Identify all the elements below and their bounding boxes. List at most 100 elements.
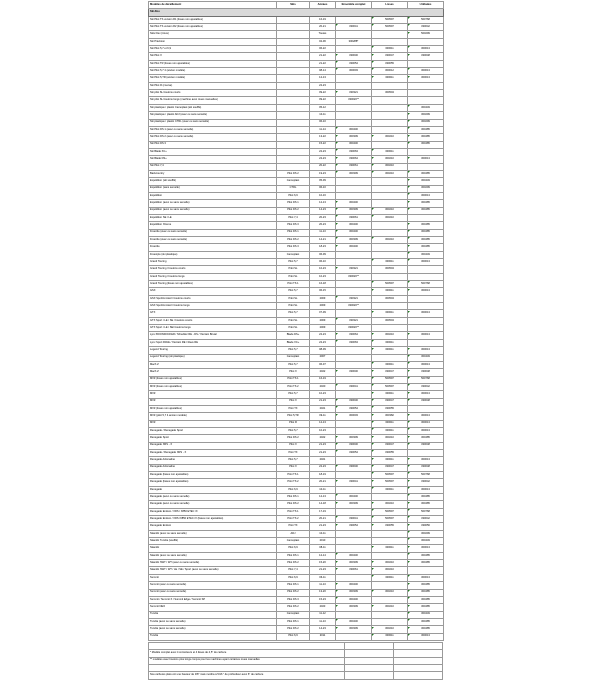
cell-ublades[interactable]: 330042 xyxy=(407,478,444,487)
cell-ublades[interactable]: 330048 xyxy=(407,463,444,473)
table-row[interactable]: Renegade (lisses non ajustables) Pilot TS… xyxy=(148,470,444,480)
cell-ensemble-complet[interactable]: 300446 xyxy=(335,595,372,605)
table-row[interactable]: Ski Pilot 5,7 et 6,9 06-22 300011 300013 xyxy=(148,45,444,54)
cell-ublades[interactable]: 300013 xyxy=(407,45,444,54)
cell-ublades[interactable]: 500768 xyxy=(407,280,444,289)
cell-skis[interactable]: Pilot 6,9 xyxy=(276,573,310,583)
cell-ublades[interactable]: 300449 xyxy=(407,177,444,186)
cell-lisses[interactable]: 300011 xyxy=(371,544,408,553)
cell-ensemble-complet[interactable]: 330321 xyxy=(335,294,372,304)
cell-model[interactable]: Ski Pilot X xyxy=(148,52,277,61)
cell-ensemble-complet[interactable] xyxy=(335,103,372,113)
cell-ublades[interactable] xyxy=(407,324,444,333)
cell-ublades[interactable]: 300013 xyxy=(407,485,444,495)
cell-ensemble-complet[interactable] xyxy=(335,309,372,318)
cell-ublades[interactable]: 300013 xyxy=(407,573,444,583)
table-row[interactable]: Backcountry Pilot DS 2 19-23 300309 300210 30… xyxy=(148,169,444,179)
cell-annees[interactable]: 2007 xyxy=(309,353,336,362)
cell-ensemble-complet[interactable]: 300446 xyxy=(335,228,372,238)
cell-lisses[interactable]: 300504 xyxy=(371,265,408,274)
cell-annees[interactable]: 13-20 xyxy=(309,588,336,597)
cell-ensemble-complet[interactable] xyxy=(335,280,372,289)
table-row[interactable]: Summit / Summit X / Summit Edge / Summit… xyxy=(148,595,444,605)
column-header-skis[interactable]: Skis xyxy=(276,0,310,10)
cell-lisses[interactable] xyxy=(371,493,408,502)
cell-ublades[interactable] xyxy=(407,404,444,414)
cell-ublades[interactable]: 300013 xyxy=(407,456,444,465)
cell-lisses[interactable]: 500597 xyxy=(371,23,408,32)
cell-model[interactable]: Ski Pilot DS 2 (avec ou sans semelle) xyxy=(148,133,277,142)
table-row[interactable]: Summit NEO Pilot DS 2 2023 300309 300210 3004… xyxy=(148,603,444,612)
cell-ensemble-complet[interactable]: 330064 xyxy=(335,155,372,164)
table-row[interactable]: Renegade (avec ou sans semelle) Pilot DS … xyxy=(148,493,444,502)
cell-model[interactable]: Freestyle (ski plastique) xyxy=(148,250,277,260)
cell-model[interactable]: GTX Sport / LE / SE/ boulons longs xyxy=(148,324,277,333)
cell-lisses[interactable] xyxy=(371,243,408,252)
cell-skis[interactable]: Pilot TS 2 xyxy=(276,382,310,392)
cell-model[interactable]: Mach Z xyxy=(148,368,277,377)
cell-ublades[interactable]: 330056 xyxy=(407,522,444,531)
cell-ublades[interactable]: 300485 xyxy=(407,500,444,509)
cell-ensemble-complet[interactable] xyxy=(335,15,372,25)
cell-ublades[interactable]: 300449 xyxy=(407,103,444,113)
cell-annees[interactable]: 02-06 xyxy=(309,37,336,47)
cell-ensemble-complet[interactable]: 330041 xyxy=(335,515,372,524)
table-row[interactable]: Renegade Adrenaline Pilot 5,7 2021 300011 30… xyxy=(148,456,444,465)
cell-model[interactable]: Renegade (lisses non ajustables) xyxy=(148,470,277,480)
cell-ublades[interactable]: 330048 xyxy=(407,441,444,450)
cell-ublades[interactable]: 300485 xyxy=(407,581,444,590)
cell-ensemble-complet[interactable]: 330063 xyxy=(335,147,372,157)
cell-model[interactable]: Expédition (sans semelle) xyxy=(148,184,277,193)
cell-annees[interactable]: 11-13 xyxy=(309,581,336,590)
table-row[interactable]: Ski Pilot DS 3 15-22 300446 300485 xyxy=(148,140,444,149)
cell-ensemble-complet[interactable] xyxy=(335,177,372,186)
cell-ublades[interactable]: 300299 xyxy=(407,184,444,193)
cell-skis[interactable]: Pilot DS 1 xyxy=(276,551,310,561)
cell-lisses[interactable]: 300210 xyxy=(371,588,408,597)
table-row[interactable]: Ski Pilot TS version R2 (lisses non ajus… xyxy=(148,23,444,32)
cell-model[interactable]: Grand Touring (lisses non ajustables) xyxy=(148,280,277,289)
cell-model[interactable]: Renegade Adrenaline xyxy=(148,463,277,473)
table-row[interactable]: Legend Touring (ski plastique) Camoplast 2… xyxy=(148,353,444,362)
table-row[interactable]: Renegade XRS - X Pilot X 21-23 330046 330047… xyxy=(148,441,444,450)
cell-ublades[interactable]: 300485 xyxy=(407,588,444,597)
cell-model[interactable]: Ski Pilot DS 1 (avec ou sans semelle) xyxy=(148,125,277,135)
cell-model[interactable]: Ski Pilot 5,7 et 6,9 xyxy=(148,45,277,54)
cell-model[interactable]: Expédition xyxy=(148,191,277,201)
cell-ublades[interactable]: 300299 xyxy=(407,529,444,539)
cell-model[interactable]: Skandic Tundra (soufflé) xyxy=(148,537,277,546)
table-row[interactable]: Ski pilot SL boulons courts 09-22 330321 30… xyxy=(148,89,444,98)
cell-ublades[interactable]: 300485 xyxy=(407,206,444,215)
cell-model[interactable]: Tundra xyxy=(148,632,277,641)
cell-ensemble-complet[interactable]: 300309 xyxy=(335,133,372,142)
cell-model[interactable]: Ski Pilot 5,7 4 (ancien modèle) xyxy=(148,67,277,76)
cell-model[interactable]: Ski Blade DS+ xyxy=(148,155,277,164)
table-row[interactable]: Renegade (lisses non ajustables) Pilot TS… xyxy=(148,478,444,487)
cell-skis[interactable]: Pilot 5,7 xyxy=(276,309,310,318)
table-row[interactable]: Skandic SWT / WT (avec ou sans semelle) P… xyxy=(148,559,444,568)
cell-annees[interactable]: 08-14 xyxy=(309,67,336,76)
cell-ensemble-complet[interactable]: 300446 xyxy=(335,125,372,135)
cell-ublades[interactable]: 330048 xyxy=(407,397,444,406)
cell-annees[interactable]: 21-23 xyxy=(309,397,336,406)
cell-ublades[interactable]: 300013 xyxy=(407,544,444,553)
cell-ensemble-complet[interactable]: 330054 xyxy=(335,404,372,414)
column-header-lisses[interactable]: Lisses xyxy=(371,0,408,10)
cell-skis[interactable]: Pilot 5,7 xyxy=(276,346,310,355)
cell-model[interactable]: Grand Touring / boulons courts xyxy=(148,265,277,274)
cell-skis[interactable] xyxy=(276,147,310,157)
cell-annees[interactable]: 2020 xyxy=(309,382,336,392)
cell-model[interactable]: MXZ (lisses non ajustables) xyxy=(148,375,277,384)
cell-lisses[interactable] xyxy=(371,610,408,619)
cell-model[interactable]: Expédition (avec ou sans semelle) xyxy=(148,199,277,208)
cell-ensemble-complet[interactable]: 330054 xyxy=(335,522,372,531)
cell-lisses[interactable] xyxy=(371,191,408,201)
cell-annees[interactable]: 10-23 xyxy=(309,426,336,436)
cell-skis[interactable] xyxy=(276,162,310,171)
cell-ensemble-complet[interactable] xyxy=(335,287,372,296)
cell-ublades[interactable]: 300485 xyxy=(407,603,444,612)
cell-annees[interactable]: 05-12 xyxy=(309,103,336,113)
cell-model[interactable]: Skandic SWT / WT / LE / SE / Sport (avec… xyxy=(148,566,277,575)
cell-skis[interactable]: Pilot 6,9 xyxy=(276,485,310,495)
cell-skis[interactable]: Pilot R xyxy=(276,419,310,428)
